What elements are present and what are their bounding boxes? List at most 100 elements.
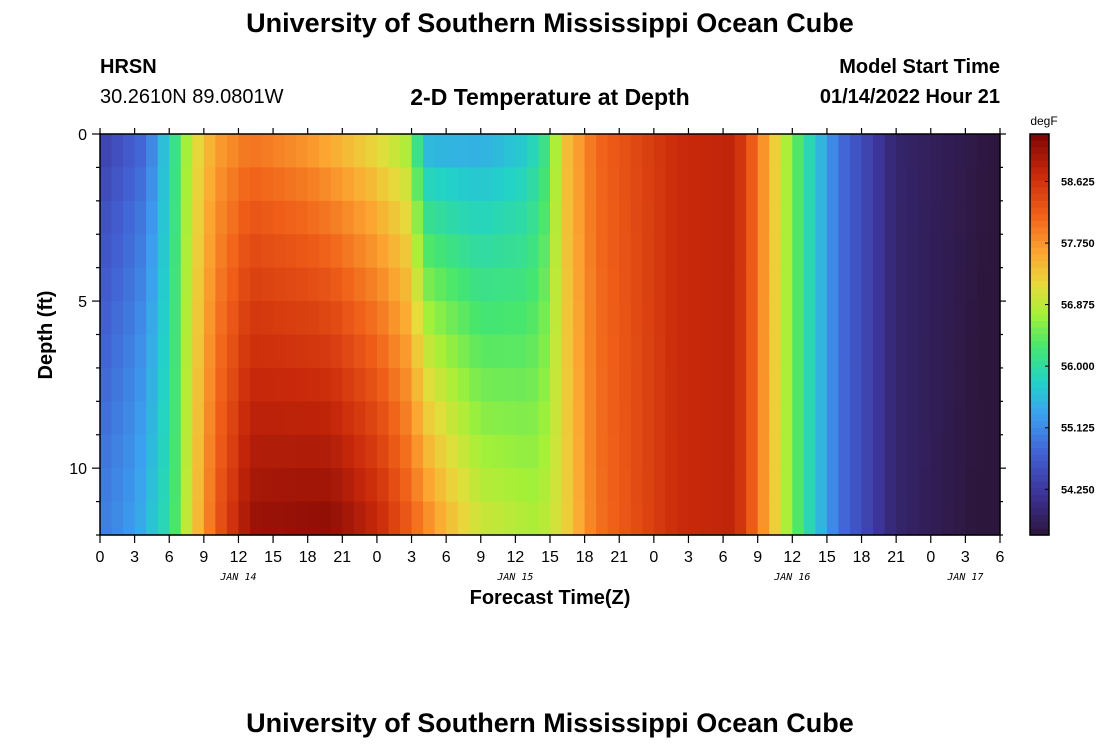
heatmap-cell <box>573 167 586 202</box>
heatmap-cell <box>307 167 320 202</box>
heatmap-cell <box>515 401 528 436</box>
x-axis-label: Forecast Time(Z) <box>470 587 631 609</box>
heatmap-cell <box>642 468 655 503</box>
colorbar-strip <box>1030 501 1049 509</box>
heatmap-cell <box>642 501 655 536</box>
heatmap-cell <box>676 334 690 369</box>
heatmap-cell <box>134 234 147 269</box>
heatmap-cell <box>238 301 251 336</box>
heatmap-cell <box>803 301 816 336</box>
heatmap-cell <box>123 468 136 503</box>
heatmap-cell <box>226 301 240 336</box>
heatmap-cell <box>365 468 378 503</box>
heatmap-cell <box>261 134 274 169</box>
heatmap-cell <box>619 334 632 369</box>
heatmap-cell <box>388 167 401 202</box>
heatmap-cell <box>953 401 966 436</box>
heatmap-cell <box>953 301 966 336</box>
heatmap-cell <box>157 367 170 402</box>
heatmap-cell <box>423 167 436 202</box>
heatmap-cell <box>388 468 401 503</box>
heatmap-cell <box>342 134 355 169</box>
heatmap-cell <box>480 501 493 536</box>
x-tick-label: 0 <box>96 549 105 566</box>
colorbar-strip <box>1030 154 1049 162</box>
heatmap-cell <box>930 134 943 169</box>
heatmap-cell <box>192 134 205 169</box>
heatmap-cell <box>734 367 747 402</box>
heatmap-cell <box>261 501 274 536</box>
heatmap-cell <box>515 200 528 235</box>
heatmap-cell <box>907 200 920 235</box>
heatmap-cell <box>896 334 909 369</box>
x-tick-label: 21 <box>610 549 628 566</box>
heatmap-cell <box>953 434 966 469</box>
heatmap-cell <box>203 334 216 369</box>
heatmap-cell <box>157 167 170 202</box>
heatmap-cell <box>976 200 990 235</box>
heatmap-cell <box>146 468 159 503</box>
heatmap-cell <box>100 468 113 503</box>
heatmap-cell <box>538 234 551 269</box>
heatmap-cell <box>734 200 747 235</box>
heatmap-cell <box>192 401 205 436</box>
heatmap-cells <box>100 134 1001 536</box>
heatmap-cell <box>180 334 193 369</box>
heatmap-cell <box>734 468 747 503</box>
colorbar-strip <box>1030 260 1049 269</box>
colorbar-tick-label: 58.625 <box>1061 176 1095 188</box>
heatmap-cell <box>780 367 793 402</box>
heatmap-cell <box>688 134 701 169</box>
heatmap-cell <box>803 234 816 269</box>
heatmap-cell <box>907 501 920 536</box>
heatmap-cell <box>734 401 747 436</box>
heatmap-cell <box>111 301 124 336</box>
heatmap-cell <box>965 167 978 202</box>
heatmap-cell <box>273 501 286 536</box>
heatmap-cell <box>815 234 828 269</box>
heatmap-cell <box>215 434 228 469</box>
heatmap-cell <box>319 501 332 536</box>
heatmap-cell <box>803 134 816 169</box>
heatmap-cell <box>111 134 124 169</box>
heatmap-cell <box>930 301 943 336</box>
heatmap-cell <box>538 501 551 536</box>
heatmap-cell <box>250 134 263 169</box>
heatmap-cell <box>423 234 436 269</box>
heatmap-cell <box>157 501 170 536</box>
heatmap-cell <box>492 267 505 302</box>
heatmap-cell <box>480 468 493 503</box>
heatmap-cell <box>400 200 413 235</box>
heatmap-cell <box>100 167 113 202</box>
heatmap-cell <box>746 501 759 536</box>
heatmap-cell <box>873 234 886 269</box>
x-tick-label: 3 <box>684 549 693 566</box>
heatmap-cell <box>388 301 401 336</box>
heatmap-cell <box>642 200 655 235</box>
heatmap-cell <box>769 167 782 202</box>
heatmap-cell <box>861 267 874 302</box>
heatmap-cell <box>250 234 263 269</box>
heatmap-cell <box>930 501 943 536</box>
heatmap-cell <box>746 200 759 235</box>
heatmap-cell <box>515 434 528 469</box>
heatmap-cell <box>353 234 366 269</box>
x-tick-label: 0 <box>926 549 935 566</box>
heatmap-cell <box>619 167 632 202</box>
heatmap-cell <box>526 267 540 302</box>
heatmap-cell <box>250 367 263 402</box>
heatmap-cell <box>146 434 159 469</box>
heatmap-cell <box>942 334 955 369</box>
heatmap-cell <box>226 167 240 202</box>
heatmap-cell <box>146 234 159 269</box>
heatmap-cell <box>976 468 990 503</box>
heatmap-cell <box>700 301 713 336</box>
heatmap-cell <box>226 468 240 503</box>
heatmap-cell <box>400 468 413 503</box>
heatmap-cell <box>446 367 459 402</box>
heatmap-cell <box>550 501 563 536</box>
heatmap-cell <box>469 267 482 302</box>
heatmap-cell <box>942 468 955 503</box>
heatmap-cell <box>457 134 470 169</box>
heatmap-cell <box>215 367 228 402</box>
